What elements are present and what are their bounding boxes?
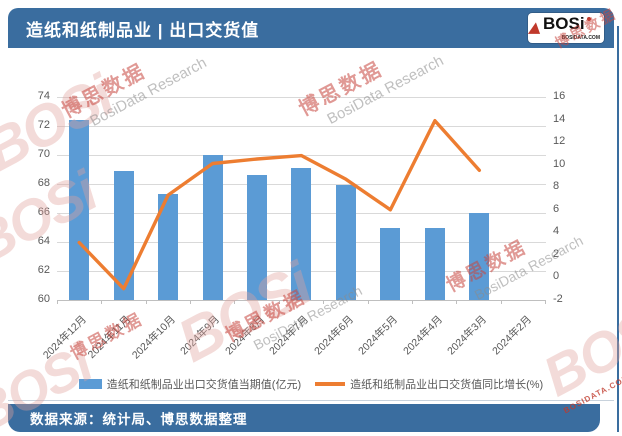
x-axis-label: 2024年2月 (489, 313, 534, 358)
y-axis-right-label: 8 (553, 180, 560, 193)
data-source: 数据来源：统计局、博思数据整理 (30, 412, 248, 427)
bar (69, 120, 90, 300)
y-axis-right-label: 6 (553, 202, 560, 215)
y-axis-left: 74 72 70 68 66 64 62 60 (0, 90, 50, 305)
legend-line-label: 造纸和纸制品业出口交货值同比增长(%) (350, 379, 544, 391)
bar (380, 227, 401, 300)
bar-slot (368, 97, 412, 300)
y-axis-left-label: 66 (37, 206, 50, 218)
x-axis-label: 2024年9月 (178, 313, 223, 358)
y-axis-left-label: 68 (37, 177, 50, 189)
y-axis-right-label: 2 (553, 247, 560, 260)
chart-area: 74 72 70 68 66 64 62 60 16 14 12 10 8 6 4 2 0 -2 2024年12… (0, 48, 622, 400)
x-axis-tick (191, 300, 236, 304)
bar-slot (324, 97, 368, 300)
legend: 造纸和纸制品业出口交货值当期值(亿元) 造纸和纸制品业出口交货值同比增长(%) (0, 376, 622, 392)
y-axis-right-label: 10 (553, 157, 566, 170)
page-title: 造纸和纸制品业 | 出口交货值 (26, 20, 260, 40)
y-axis-left-label: 60 (37, 293, 50, 305)
x-axis-label: 2024年6月 (311, 313, 356, 358)
bosi-logo: BOSi BOSIDATA.COM (528, 13, 604, 43)
bar-slot (101, 97, 145, 300)
bar (158, 194, 179, 300)
x-axis-label: 2024年3月 (445, 313, 490, 358)
x-axis-ticks (57, 300, 546, 304)
x-axis-tick (57, 300, 103, 304)
x-axis-label: 2024年4月 (400, 313, 445, 358)
header: 造纸和纸制品业 | 出口交货值 BOSi BOSIDATA.COM (8, 8, 614, 48)
x-axis-label: 2024年7月 (267, 313, 312, 358)
bar (247, 175, 268, 300)
x-axis-tick (502, 300, 546, 304)
x-axis-tick (235, 300, 280, 304)
logo-dot-icon (587, 17, 591, 21)
x-axis-tick (147, 300, 192, 304)
x-axis-label: 2024年8月 (222, 313, 267, 358)
gridline (57, 97, 546, 98)
y-axis-left-label: 74 (37, 90, 50, 102)
x-axis-label: 2024年12月 (41, 313, 90, 362)
x-axis-label: 2024年10月 (129, 313, 179, 362)
bar (113, 170, 134, 300)
y-axis-left-label: 70 (37, 148, 50, 160)
bar (469, 213, 490, 300)
line-series (77, 119, 481, 291)
x-axis-tick (457, 300, 502, 304)
bar-slot (235, 97, 279, 300)
logo-text: BOSi (543, 14, 585, 33)
bar-slot (279, 97, 323, 300)
y-axis-right-label: 14 (553, 112, 566, 125)
footer-divider (8, 400, 614, 401)
y-axis-left-label: 72 (37, 119, 50, 131)
bar (291, 168, 312, 300)
bar-slot (413, 97, 457, 300)
x-axis-labels: 2024年12月 2024年11月 2024年10月 2024年9月 2024年8月 20… (41, 304, 546, 374)
y-axis-left-label: 64 (37, 235, 50, 247)
gridline (57, 126, 546, 127)
y-axis-right: 16 14 12 10 8 6 4 2 0 -2 (553, 90, 593, 305)
x-axis-label: 2024年5月 (356, 313, 401, 358)
bar (202, 155, 223, 300)
logo-triangle-icon (528, 22, 545, 40)
legend-bar-label: 造纸和纸制品业出口交货值当期值(亿元) (106, 379, 302, 391)
x-axis-tick (102, 300, 147, 304)
bar-slot (457, 97, 501, 300)
legend-item-line: 造纸和纸制品业出口交货值同比增长(%) (315, 376, 543, 392)
bar-slot (190, 97, 234, 300)
y-axis-right-label: 4 (553, 225, 560, 238)
legend-item-bar: 造纸和纸制品业出口交货值当期值(亿元) (78, 376, 302, 392)
y-axis-right-label: 16 (553, 90, 566, 102)
y-axis-left-label: 62 (37, 264, 50, 276)
plot-area (57, 97, 546, 301)
logo-subtext: BOSIDATA.COM (561, 35, 600, 41)
bar (335, 185, 356, 300)
footer: 数据来源：统计局、博思数据整理 (8, 404, 600, 432)
bar-swatch (78, 379, 102, 389)
bar-slot (146, 97, 190, 300)
x-axis-tick (324, 300, 369, 304)
x-axis-label: 2024年11月 (86, 313, 134, 361)
y-axis-right-label: -2 (553, 293, 563, 305)
bar-slot (57, 97, 101, 300)
y-axis-right-label: 0 (553, 270, 560, 283)
x-axis-tick (280, 300, 325, 304)
x-axis-tick (369, 300, 413, 304)
bar (424, 227, 445, 300)
right-edge-line (617, 26, 619, 432)
bar-series (57, 97, 546, 300)
x-axis-tick (413, 300, 458, 304)
y-axis-right-label: 12 (553, 135, 566, 148)
line-swatch (315, 382, 346, 386)
line-path (77, 119, 481, 291)
